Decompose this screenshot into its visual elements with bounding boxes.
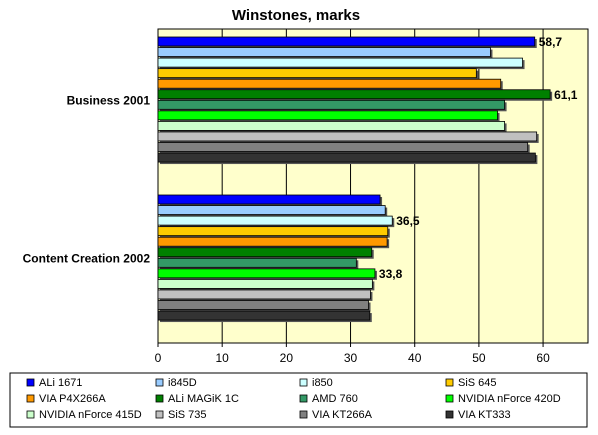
bar bbox=[157, 310, 371, 321]
x-tick-label: 40 bbox=[408, 351, 422, 365]
bar bbox=[157, 226, 389, 237]
x-tick-label: 10 bbox=[215, 351, 229, 365]
bar bbox=[157, 236, 388, 247]
legend-label: AMD 760 bbox=[312, 393, 358, 405]
bar bbox=[157, 152, 536, 163]
data-label: 58,7 bbox=[539, 35, 563, 49]
bar bbox=[157, 47, 491, 57]
legend-swatch bbox=[155, 394, 164, 403]
x-tick-label: 0 bbox=[155, 351, 162, 365]
legend-label: NVIDIA nForce 415D bbox=[39, 409, 142, 421]
bar bbox=[157, 278, 373, 289]
legend-box bbox=[9, 372, 588, 428]
category-label: Business 2001 bbox=[67, 93, 151, 107]
legend-swatch bbox=[299, 410, 308, 419]
legend-swatch bbox=[299, 378, 308, 387]
bar bbox=[157, 268, 376, 279]
data-label: 36,5 bbox=[396, 214, 420, 228]
legend-label: SiS 645 bbox=[458, 377, 497, 389]
bar bbox=[157, 247, 373, 258]
legend-label: SiS 735 bbox=[168, 409, 207, 421]
bar bbox=[157, 99, 505, 110]
legend-label: VIA KT266A bbox=[312, 409, 373, 421]
plot-area: 0 10 20 30 40 50 60 Business 2001 Content Creati… bbox=[23, 28, 589, 365]
legend-swatch bbox=[155, 410, 164, 419]
data-label: 33,8 bbox=[379, 267, 403, 281]
legend-label: NVIDIA nForce 420D bbox=[458, 393, 561, 405]
legend-label: i845D bbox=[168, 377, 197, 389]
bar bbox=[157, 215, 393, 226]
bar bbox=[157, 36, 536, 47]
x-tick-label: 30 bbox=[344, 351, 358, 365]
legend-label: VIA P4X266A bbox=[39, 393, 106, 405]
bar bbox=[157, 205, 386, 215]
bar bbox=[157, 131, 538, 142]
category-label: Content Creation 2002 bbox=[23, 251, 151, 265]
bar bbox=[157, 89, 551, 100]
bar bbox=[157, 57, 523, 68]
legend-swatch bbox=[155, 378, 164, 387]
legend-swatch bbox=[26, 378, 35, 387]
x-tick-label: 60 bbox=[536, 351, 550, 365]
x-tick-label: 20 bbox=[280, 351, 294, 365]
legend-swatch bbox=[299, 394, 308, 403]
legend-swatch bbox=[26, 410, 35, 419]
bar bbox=[157, 257, 357, 268]
bar bbox=[157, 121, 505, 131]
legend-swatch bbox=[445, 410, 454, 419]
data-label: 61,1 bbox=[554, 88, 578, 102]
bar bbox=[157, 68, 477, 79]
legend: ALi 1671 i845D i850 SiS 645 VIA P4X266A ALi M… bbox=[9, 372, 588, 428]
chart-title: Winstones, marks bbox=[232, 7, 360, 24]
legend-label: ALi 1671 bbox=[39, 377, 82, 389]
legend-swatch bbox=[26, 394, 35, 403]
bar bbox=[157, 110, 498, 121]
bar bbox=[157, 300, 369, 310]
bar bbox=[157, 78, 502, 89]
legend-swatch bbox=[445, 394, 454, 403]
legend-label: VIA KT333 bbox=[458, 409, 511, 421]
bar bbox=[157, 289, 371, 300]
legend-label: i850 bbox=[312, 377, 333, 389]
bar bbox=[157, 194, 381, 205]
x-tick-label: 50 bbox=[472, 351, 486, 365]
legend-label: ALi MAGiK 1C bbox=[168, 393, 239, 405]
bar bbox=[157, 142, 529, 152]
legend-swatch bbox=[445, 378, 454, 387]
